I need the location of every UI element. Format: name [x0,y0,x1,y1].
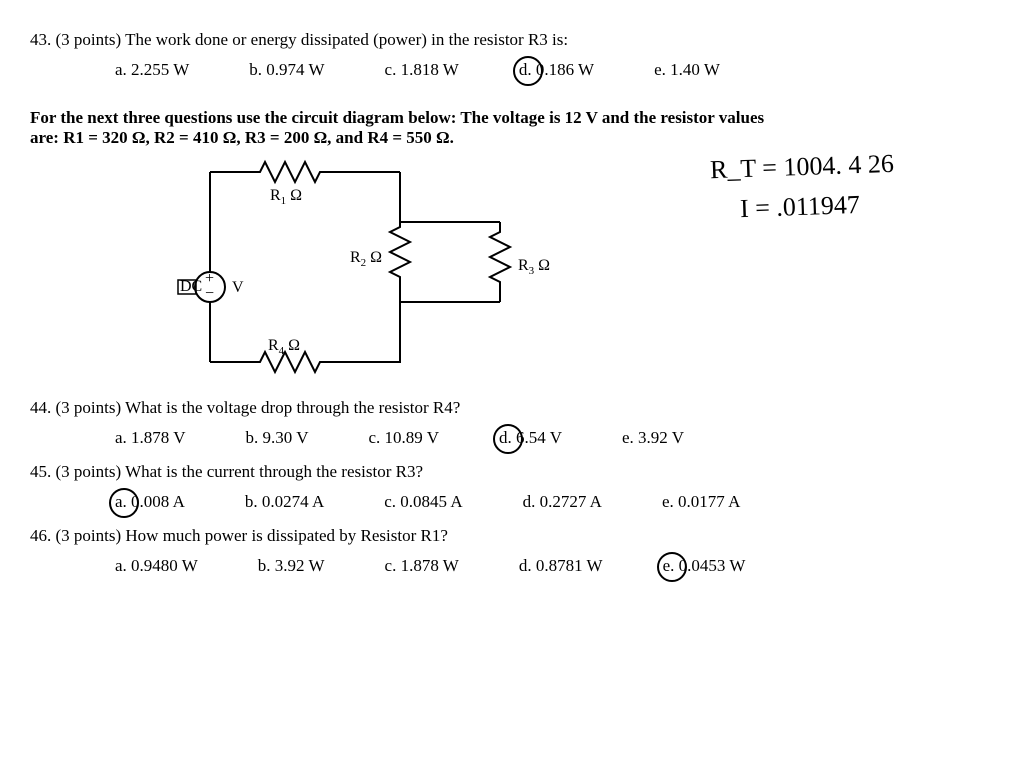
q44-number: 44. [30,398,51,417]
q44-text: What is the voltage drop through the res… [125,398,460,417]
question-43: 43. (3 points) The work done or energy d… [30,30,994,80]
q43-prompt: 43. (3 points) The work done or energy d… [30,30,994,50]
r2-label: R2 Ω [350,249,382,269]
q45-prompt: 45. (3 points) What is the current throu… [30,462,994,482]
q43-choice-d: d. 0.186 W [519,60,594,80]
q43-number: 43. [30,30,51,49]
q46-prompt: 46. (3 points) How much power is dissipa… [30,526,994,546]
q46-choice-d: d. 0.8781 W [519,556,603,576]
q43-choice-c: c. 1.818 W [385,60,459,80]
handwriting-i: I = .011947 [740,190,861,224]
q43-choice-b: b. 0.974 W [249,60,324,80]
q43-choice-e: e. 1.40 W [654,60,720,80]
q45-choice-e: e. 0.0177 A [662,492,740,512]
q45-points: (3 points) [56,462,122,481]
q45-choice-c: c. 0.0845 A [384,492,462,512]
question-44: 44. (3 points) What is the voltage drop … [30,398,994,448]
q44-choices: a. 1.878 V b. 9.30 V c. 10.89 V d. 6.54 … [30,428,994,448]
q44-prompt: 44. (3 points) What is the voltage drop … [30,398,994,418]
q46-number: 46. [30,526,51,545]
q46-choice-e: e. 0.0453 W [663,556,746,576]
r1-label: R1 Ω [270,187,302,207]
question-45: 45. (3 points) What is the current throu… [30,462,994,512]
q45-choices: a. 0.008 A b. 0.0274 A c. 0.0845 A d. 0.… [30,492,994,512]
dc-label: DC [180,278,202,295]
q43-text: The work done or energy dissipated (powe… [125,30,568,49]
q46-choices: a. 0.9480 W b. 3.92 W c. 1.878 W d. 0.87… [30,556,994,576]
instruction-line2: are: R1 = 320 Ω, R2 = 410 Ω, R3 = 200 Ω,… [30,128,994,148]
q44-choice-d: d. 6.54 V [499,428,562,448]
circuit-diagram: + − DC R1 Ω R2 Ω R3 Ω R4 Ω V [150,152,610,392]
q45-choice-a: a. 0.008 A [115,492,185,512]
q43-choice-a: a. 2.255 W [115,60,189,80]
r3-label: R3 Ω [518,257,550,277]
q44-choice-b: b. 9.30 V [246,428,309,448]
q44-points: (3 points) [56,398,122,417]
q46-choice-c: c. 1.878 W [385,556,459,576]
q46-choice-a: a. 0.9480 W [115,556,198,576]
q46-points: (3 points) [56,526,122,545]
v-label: V [232,279,244,296]
q45-number: 45. [30,462,51,481]
q44-choice-c: c. 10.89 V [369,428,440,448]
q43-choices: a. 2.255 W b. 0.974 W c. 1.818 W d. 0.18… [30,60,994,80]
q44-choice-a: a. 1.878 V [115,428,186,448]
q43-points: (3 points) [56,30,122,49]
circuit-area: + − DC R1 Ω R2 Ω R3 Ω R4 Ω V R_T = 1004.… [150,152,994,392]
handwriting-rt: R_T = 1004. 4 26 [710,149,895,185]
q45-choice-b: b. 0.0274 A [245,492,324,512]
question-46: 46. (3 points) How much power is dissipa… [30,526,994,576]
q44-choice-e: e. 3.92 V [622,428,684,448]
instruction-block: For the next three questions use the cir… [30,108,994,148]
q46-text: How much power is dissipated by Resistor… [125,526,448,545]
q46-choice-b: b. 3.92 W [258,556,325,576]
q45-text: What is the current through the resistor… [125,462,423,481]
q45-choice-d: d. 0.2727 A [523,492,602,512]
svg-text:−: − [205,285,214,302]
instruction-line1: For the next three questions use the cir… [30,108,994,128]
r4-label: R4 Ω [268,337,300,357]
